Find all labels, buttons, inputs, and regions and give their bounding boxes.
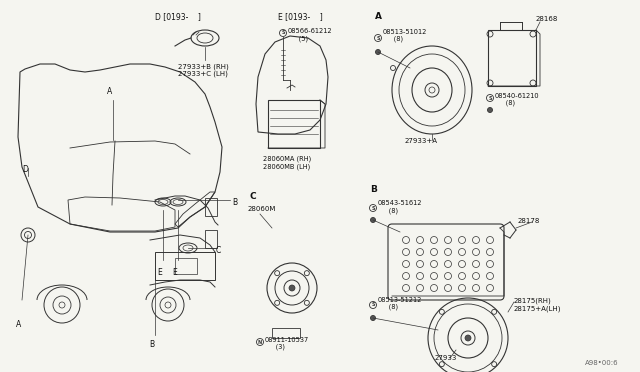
Text: B: B [370,185,377,194]
Bar [268,100,320,148]
Text: 28168: 28168 [536,16,558,22]
Text: 28175(RH)
28175+A(LH): 28175(RH) 28175+A(LH) [514,298,561,312]
Text: 08513-51012
     (8): 08513-51012 (8) [383,29,428,42]
Circle shape [376,49,381,55]
Circle shape [289,285,295,291]
Circle shape [371,315,376,321]
Text: E: E [173,268,177,277]
Text: 27933+A: 27933+A [405,138,438,144]
Bar [175,258,197,274]
Text: C: C [250,192,257,201]
Text: S: S [376,35,380,41]
Text: 27933: 27933 [435,355,458,361]
Text: A: A [375,12,382,21]
Text: 08540-61210
     (8): 08540-61210 (8) [495,93,540,106]
Text: E: E [157,268,163,277]
Text: 08513-51212
     (8): 08513-51212 (8) [378,297,422,311]
Text: 08543-51612
     (8): 08543-51612 (8) [378,200,422,214]
Text: A: A [108,87,113,96]
Text: 27933+B (RH)
27933+C (LH): 27933+B (RH) 27933+C (LH) [178,63,228,77]
Text: A98•00:6: A98•00:6 [585,360,619,366]
Text: B: B [232,198,237,207]
Bar [272,328,300,338]
Text: S: S [371,302,375,308]
Bar [205,198,217,216]
Bar [205,230,217,248]
Text: A: A [17,320,22,329]
Bar [155,252,215,280]
Text: 28060MA (RH)
28060MB (LH): 28060MA (RH) 28060MB (LH) [263,156,311,170]
Text: D [0193-    ]: D [0193- ] [155,12,201,21]
Text: N: N [258,340,262,344]
Text: C: C [216,246,221,255]
Text: 08566-61212
     (5): 08566-61212 (5) [288,28,333,42]
Text: 28060M: 28060M [248,206,276,212]
Text: 08911-10537
     (3): 08911-10537 (3) [265,337,309,350]
Circle shape [371,218,376,222]
Text: S: S [488,96,492,100]
Text: S: S [281,31,285,35]
Text: B: B [149,340,155,349]
Circle shape [465,335,471,341]
Circle shape [488,108,493,112]
Text: E [0193-    ]: E [0193- ] [278,12,323,21]
Text: S: S [371,205,375,211]
Bar [488,30,536,86]
Text: 28178: 28178 [518,218,540,224]
Text: D: D [22,165,28,174]
